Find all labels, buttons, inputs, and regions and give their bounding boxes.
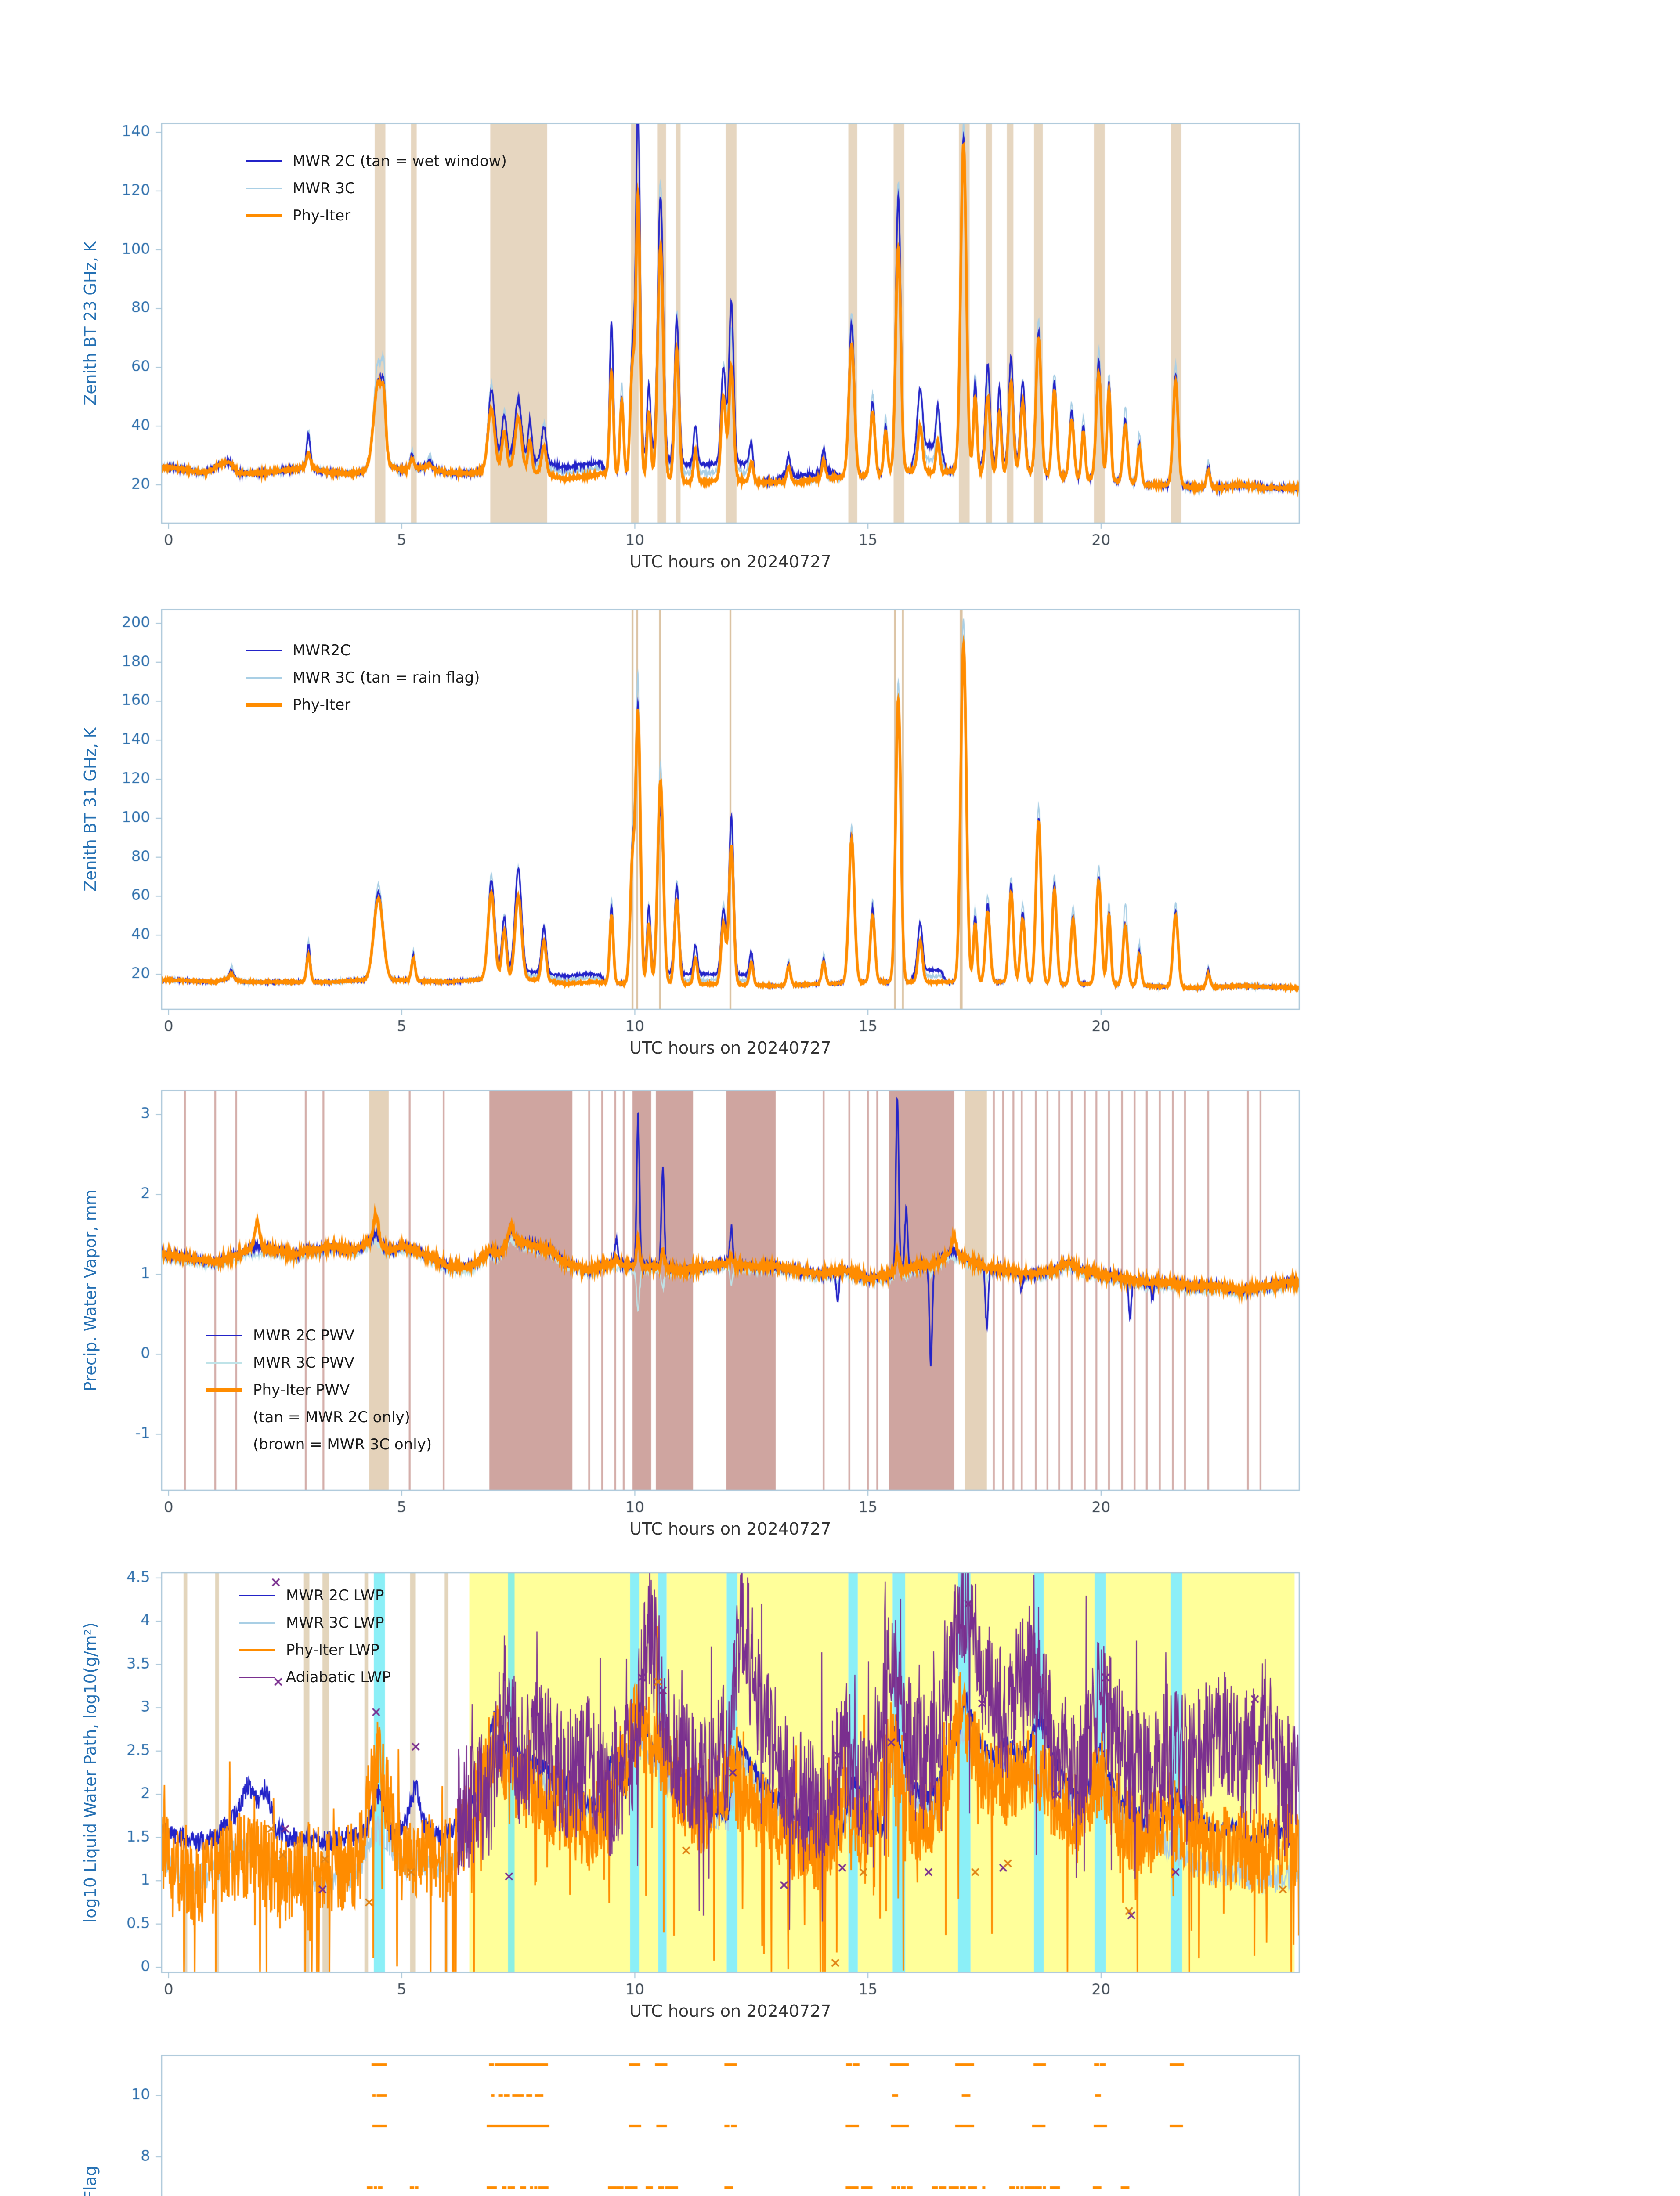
legend-swatch-phyiter [246,214,282,217]
legend-bt31: MWR2C MWR 3C (tan = rain flag) Phy-Iter [246,637,480,719]
legend-swatch-mwr3c [239,1622,275,1624]
x-axis-label-lwp: UTC hours on 20240727 [629,2001,831,2021]
legend-swatch-mwr2c [206,1335,242,1336]
legend-swatch-phyiter [246,703,282,707]
legend-entry: Phy-Iter LWP [239,1636,391,1664]
legend-swatch-phyiter [239,1649,275,1651]
legend-entry: Phy-Iter [246,691,480,719]
legend-entry: Phy-Iter [246,202,507,229]
legend-swatch-mwr3c [246,188,282,189]
y-axis-label-pwv: Precip. Water Vapor, mm [81,1189,100,1391]
legend-lwp: MWR 2C LWP MWR 3C LWP Phy-Iter LWP Adiab… [239,1582,391,1691]
legend-entry: MWR 2C PWV [206,1322,432,1349]
legend-label: Phy-Iter PWV [253,1381,350,1399]
legend-label: Phy-Iter LWP [286,1641,379,1659]
legend-label: MWR 3C (tan = rain flag) [293,669,480,686]
legend-entry: (tan = MWR 2C only) [206,1404,432,1431]
legend-entry: MWR 3C LWP [239,1609,391,1636]
legend-label: Phy-Iter [293,696,351,714]
legend-swatch-mwr2c [246,650,282,651]
x-axis-label-bt23: UTC hours on 20240727 [629,552,831,571]
y-axis-label-bt31: Zenith BT 31 GHz, K [81,727,100,892]
legend-entry: MWR2C [246,637,480,664]
legend-swatch-phyiter [206,1388,242,1392]
legend-label: MWR 2C LWP [286,1587,384,1604]
legend-entry: MWR 3C PWV [206,1349,432,1376]
legend-label: MWR 3C [293,180,355,197]
legend-entry: Phy-Iter PWV [206,1376,432,1404]
y-axis-label-lwp: log10 Liquid Water Path, log10(g/m²) [81,1622,100,1923]
y-axis-label-bt23: Zenith BT 23 GHz, K [81,241,100,405]
legend-entry: MWR 3C (tan = rain flag) [246,664,480,691]
legend-entry: MWR 2C LWP [239,1582,391,1609]
legend-note-tan: (tan = MWR 2C only) [253,1409,410,1426]
legend-swatch-mwr3c [206,1362,242,1364]
legend-bt23: MWR 2C (tan = wet window) MWR 3C Phy-Ite… [246,148,507,229]
legend-label: MWR2C [293,642,350,659]
legend-label: MWR 3C PWV [253,1354,354,1372]
legend-label: Adiabatic LWP [286,1669,391,1686]
legend-entry: MWR 2C (tan = wet window) [246,148,507,175]
legend-label: MWR 3C LWP [286,1614,384,1632]
legend-swatch-mwr3c [246,677,282,679]
legend-note-brown: (brown = MWR 3C only) [253,1436,432,1453]
legend-label: Phy-Iter [293,207,351,224]
x-axis-label-bt31: UTC hours on 20240727 [629,1038,831,1058]
legend-entry: (brown = MWR 3C only) [206,1431,432,1458]
x-axis-label-pwv: UTC hours on 20240727 [629,1519,831,1539]
legend-label: MWR 2C (tan = wet window) [293,152,507,170]
legend-entry: MWR 3C [246,175,507,202]
legend-swatch-mwr2c [239,1595,275,1596]
legend-entry: Adiabatic LWP [239,1664,391,1691]
legend-label: MWR 2C PWV [253,1327,354,1344]
legend-swatch-mwr2c [246,160,282,162]
legend-pwv: MWR 2C PWV MWR 3C PWV Phy-Iter PWV (tan … [206,1322,432,1458]
legend-swatch-adiabatic [239,1676,275,1678]
y-axis-label-dqflag: MWR Phy Iter DQ Flag [81,2166,100,2196]
